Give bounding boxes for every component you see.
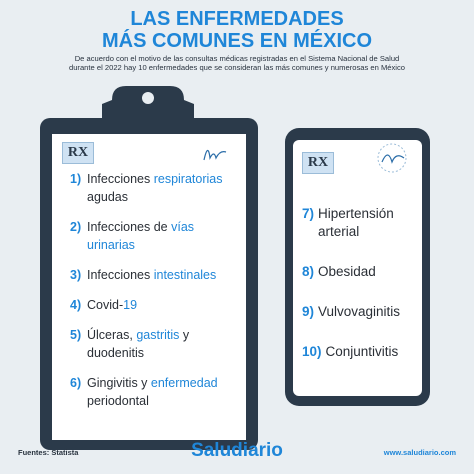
list: 1) Infecciones respiratorias agudas 2) Infe… [70, 170, 240, 422]
item-number: 8) [302, 264, 315, 279]
clip [102, 86, 194, 126]
item-text: Gingivitis y enfermedad periodontal [87, 374, 240, 410]
stamp [377, 143, 407, 173]
item-text: Infecciones respiratorias agudas [87, 170, 240, 206]
subtitle-line: De acuerdo con el motivo de las consulta… [74, 54, 400, 63]
item-text-part: Infecciones de [87, 220, 172, 234]
item-text: Vulvovaginitis [318, 303, 400, 321]
item-text-part: y duodenitis [87, 328, 193, 360]
item-text-part: Covid- [87, 298, 124, 312]
list-item: 9) Vulvovaginitis [302, 303, 420, 321]
list-item: 6) Gingivitis y enfermedad periodontal [70, 374, 240, 410]
rx-label: RX [302, 152, 334, 174]
list-item: 1) Infecciones respiratorias agudas [70, 170, 240, 206]
item-text-part: gastritis [136, 328, 180, 342]
list-item: 2) Infecciones de vías urinarias [70, 218, 240, 254]
list: 7) Hipertensión arterial 8) Obesidad 9) Vulvo… [302, 205, 420, 383]
item-text-part: 19 [123, 298, 138, 312]
paper [52, 134, 246, 440]
item-text-part: agudas [87, 172, 226, 204]
item-number: 6) [70, 376, 82, 390]
title-line: MÁS COMUNES EN MÉXICO [101, 30, 373, 52]
item-text: Hipertensión arterial [318, 205, 420, 241]
brand: Saludiario [191, 440, 283, 461]
item-text-part: Obesidad [318, 264, 376, 279]
item-number: 10) [302, 344, 322, 359]
list-item: 8) Obesidad [302, 263, 420, 281]
item-text-part: Vulvovaginitis [318, 304, 401, 319]
item-text-part: respiratorias [153, 172, 223, 186]
source: Fuentes: Statista [18, 448, 79, 457]
item-text-part: vías urinarias [87, 220, 198, 252]
item-text-part: intestinales [153, 268, 217, 282]
item-text-part: Conjuntivitis [325, 344, 399, 359]
list-item: 3) Infecciones intestinales [70, 266, 240, 284]
list-item: 4) Covid-19 [70, 296, 240, 314]
list-item: 7) Hipertensión arterial [302, 205, 420, 241]
item-text: Covid-19 [87, 296, 137, 314]
item-text-part: enfermedad [150, 376, 218, 390]
item-text: Úlceras, gastritis y duodenitis [87, 326, 240, 362]
item-text: Infecciones de vías urinarias [87, 218, 240, 254]
item-text: Obesidad [318, 263, 376, 281]
signature [203, 149, 227, 161]
item-text: Conjuntivitis [326, 343, 399, 361]
signature [381, 154, 405, 164]
item-text-part: Hipertensión arterial [318, 206, 398, 239]
subtitle: De acuerdo con el motivo de las consulta… [0, 54, 474, 72]
item-number: 2) [70, 220, 82, 234]
clip-hole [142, 92, 154, 104]
title-line: LAS ENFERMEDADES [130, 8, 344, 30]
url: www.saludiario.com [383, 448, 456, 457]
item-number: 5) [70, 328, 82, 342]
list-item: 5) Úlceras, gastritis y duodenitis [70, 326, 240, 362]
item-text-part: periodontal [87, 376, 222, 408]
rx-label: RX [62, 142, 94, 164]
item-number: 7) [302, 206, 315, 221]
list-item: 10) Conjuntivitis [302, 343, 420, 361]
item-number: 4) [70, 298, 82, 312]
item-text-part: Úlceras, [87, 328, 137, 342]
item-text-part: Infecciones [87, 172, 154, 186]
subtitle-line: durante el 2022 hay 10 enfermedades que … [68, 62, 405, 72]
screen [293, 140, 422, 396]
item-number: 3) [70, 268, 82, 282]
item-text-part: Infecciones [87, 268, 154, 282]
item-number: 9) [302, 304, 315, 319]
item-number: 1) [70, 172, 82, 186]
item-text-part: Gingivitis y [87, 376, 151, 390]
item-text: Infecciones intestinales [87, 266, 216, 284]
title: LAS ENFERMEDADES MÁS COMUNES EN MÉXICO [0, 8, 474, 52]
